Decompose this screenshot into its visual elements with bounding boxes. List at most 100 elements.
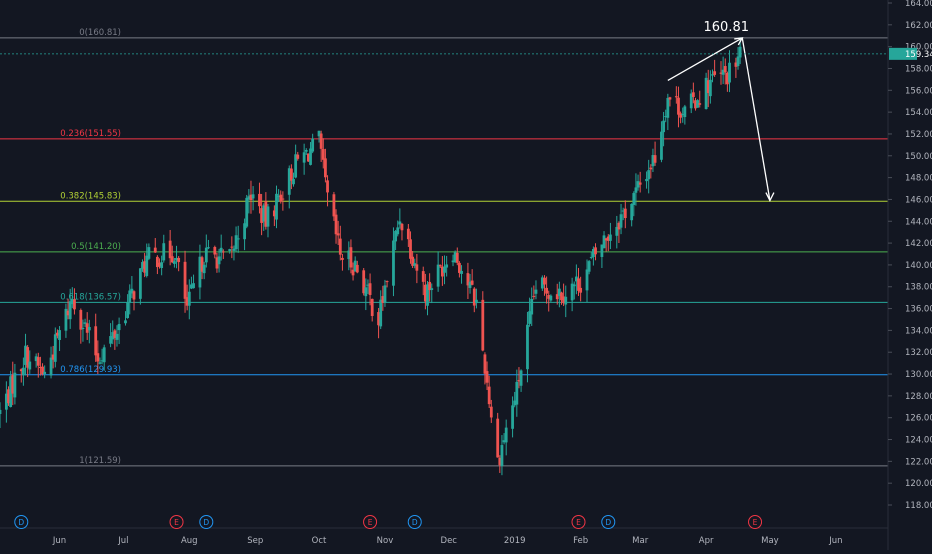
- price-tick-label: 130.00: [905, 370, 932, 380]
- marker-circle: [169, 515, 184, 529]
- candle-body: [0, 409, 2, 414]
- candle-body: [504, 427, 508, 443]
- earnings-marker[interactable]: E: [748, 515, 763, 529]
- candle-body: [713, 71, 717, 75]
- candle-body: [126, 302, 130, 319]
- fib-level-label: 1(121.59): [79, 456, 121, 466]
- trend-line-down[interactable]: [741, 37, 771, 201]
- candle-body: [51, 354, 55, 360]
- candle-body: [243, 223, 246, 240]
- candle-body: [334, 214, 338, 235]
- candle-body: [708, 79, 712, 97]
- candle-body: [183, 261, 187, 299]
- candle-body: [540, 277, 544, 289]
- earnings-marker[interactable]: E: [169, 515, 184, 529]
- price-tick-label: 128.00: [905, 392, 932, 402]
- candle-body: [219, 247, 223, 253]
- candle-body: [636, 181, 640, 188]
- candle-body: [400, 223, 404, 231]
- candle-body: [426, 284, 429, 306]
- candle-body: [200, 257, 204, 272]
- candle-body: [234, 235, 238, 250]
- candle-body: [502, 440, 506, 443]
- candle-body: [113, 330, 117, 338]
- candle-body: [534, 289, 538, 294]
- candle-body: [468, 281, 472, 288]
- price-tick-label: 122.00: [905, 457, 932, 467]
- arrow-head-down-icon: [765, 192, 775, 202]
- candle-body: [302, 152, 306, 163]
- candle-body: [64, 308, 68, 331]
- candle-body: [602, 235, 606, 249]
- price-tick-label: 132.00: [905, 348, 932, 358]
- candle-body: [294, 154, 298, 178]
- candle-body: [100, 360, 104, 362]
- price-tick-label: 152.00: [905, 130, 932, 140]
- candle-body: [413, 263, 417, 266]
- candle-body: [585, 269, 589, 291]
- candle-body: [351, 269, 355, 276]
- candle-body: [385, 281, 389, 283]
- candle-body: [353, 260, 357, 272]
- marker-letter: D: [605, 518, 611, 527]
- price-tick-label: 118.00: [905, 501, 932, 511]
- candle-body: [230, 246, 234, 248]
- candle-body: [600, 244, 604, 257]
- candle-body: [13, 372, 17, 398]
- candle-body: [258, 193, 261, 207]
- earnings-marker[interactable]: E: [571, 515, 586, 529]
- candle-body: [130, 288, 134, 294]
- candle-body: [649, 167, 653, 170]
- trend-line-up[interactable]: [667, 37, 743, 82]
- marker-letter: E: [174, 518, 179, 527]
- candle-body: [668, 97, 672, 100]
- candle-body: [443, 266, 446, 273]
- candle-body: [79, 310, 83, 330]
- candle-body: [138, 268, 142, 299]
- dividend-marker[interactable]: D: [14, 515, 29, 529]
- time-tick-label: Feb: [573, 536, 588, 546]
- time-axis[interactable]: Jun Jul Aug Sep Oct Nov Dec 2019 Feb Mar Apr May Jun: [0, 527, 888, 546]
- candle-body: [260, 208, 264, 223]
- candle-body: [638, 182, 642, 185]
- candle-body: [604, 238, 608, 241]
- candle-body: [228, 249, 232, 251]
- candle-body: [168, 240, 172, 259]
- dividend-marker[interactable]: D: [601, 515, 616, 529]
- earnings-marker[interactable]: E: [363, 515, 378, 529]
- candle-body: [236, 238, 240, 240]
- candle-body: [94, 326, 98, 356]
- candle-body: [394, 230, 397, 242]
- candle-body: [440, 266, 444, 277]
- fibonacci-retracement[interactable]: 0(160.81) 0.236(151.55) 0.382(145.83) 0.5(1…: [0, 28, 888, 467]
- candle-body: [458, 262, 461, 273]
- candle-body: [173, 261, 176, 264]
- dividend-marker[interactable]: D: [199, 515, 214, 529]
- marker-circle: [199, 515, 214, 529]
- price-tick-label: 124.00: [905, 436, 932, 446]
- price-tick-label: 158.00: [905, 64, 932, 74]
- candle-body: [481, 299, 485, 351]
- trend-annotation[interactable]: 160.81: [667, 20, 775, 202]
- candle-body: [398, 221, 402, 225]
- fib-level-label: 0.618(136.57): [60, 292, 121, 302]
- candle-body: [81, 327, 85, 329]
- candle-body: [28, 361, 32, 370]
- candle-body: [128, 290, 132, 303]
- marker-letter: D: [203, 518, 209, 527]
- candle-body: [564, 296, 568, 305]
- candle-body: [155, 256, 159, 268]
- candle-body: [347, 250, 351, 260]
- candle-body: [19, 369, 23, 372]
- candle-body: [187, 291, 191, 306]
- candle-body: [483, 354, 487, 374]
- candle-body: [336, 233, 340, 236]
- dividend-marker[interactable]: D: [407, 515, 422, 529]
- candle-body: [498, 457, 502, 466]
- candle-body: [594, 247, 597, 255]
- last-price-tag[interactable]: [889, 47, 917, 60]
